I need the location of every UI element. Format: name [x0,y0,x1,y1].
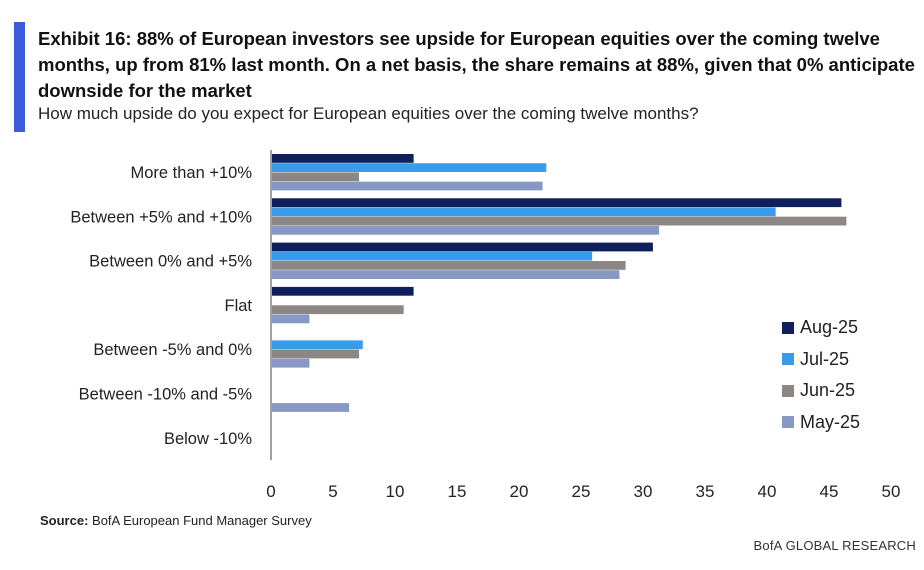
legend-item-may-25: May-25 [782,407,860,439]
legend-label: Aug-25 [800,317,859,338]
legend-swatch [782,416,794,429]
bar-may-25 [272,181,543,191]
legend-swatch [782,321,794,334]
bar-aug-25 [272,198,842,208]
legend-item-jun-25: Jun-25 [782,375,860,407]
source-note: Source: BofA European Fund Manager Surve… [40,513,312,528]
chart-subtitle: How much upside do you expect for Europe… [38,104,699,123]
legend-label: Jun-25 [800,380,856,401]
category-label: Flat [224,297,252,315]
bar-jun-25 [272,305,404,315]
bar-jun-25 [272,349,360,359]
bar-aug-25 [272,286,414,296]
x-tick-label: 30 [634,482,653,501]
bar-may-25 [272,225,660,235]
bar-aug-25 [272,242,653,252]
bar-may-25 [272,270,620,279]
bar-may-25 [272,314,310,324]
category-label: More than +10% [130,164,252,182]
x-tick-label: 25 [572,482,591,501]
x-tick-label: 15 [448,482,467,501]
bar-jul-25 [272,207,776,217]
category-label: Between -10% and -5% [79,386,253,404]
bar-jul-25 [272,340,363,350]
legend-item-jul-25: Jul-25 [782,344,860,376]
x-tick-label: 40 [758,482,777,501]
x-tick-label: 10 [386,482,405,501]
bar-jul-25 [272,163,547,172]
bar-jun-25 [272,261,626,270]
x-tick-label: 45 [820,482,839,501]
x-tick-label: 50 [882,482,901,501]
legend-swatch [782,353,794,366]
x-tick-label: 5 [328,482,337,501]
bar-jun-25 [272,172,360,182]
x-tick-label: 20 [510,482,529,501]
x-tick-label: 35 [696,482,715,501]
accent-bar [14,22,25,132]
bar-may-25 [272,358,310,368]
source-label: Source: [40,513,89,528]
category-label: Between -5% and 0% [93,341,252,359]
bar-aug-25 [272,154,414,163]
source-text: BofA European Fund Manager Survey [88,513,312,528]
bar-jul-25 [272,251,593,261]
legend-label: May-25 [800,411,861,432]
x-tick-label: 0 [266,482,275,501]
bar-jun-25 [272,216,847,226]
legend-item-aug-25: Aug-25 [782,312,860,344]
category-label: Between 0% and +5% [89,253,252,271]
chart-legend: Aug-25 Jul-25 Jun-25 May-25 [782,312,860,438]
bar-may-25 [272,403,350,412]
legend-swatch [782,384,794,397]
brand-label: BofA GLOBAL RESEARCH [753,538,916,553]
chart-title: Exhibit 16: 88% of European investors se… [38,28,915,101]
legend-label: Jul-25 [800,348,850,369]
category-label: Between +5% and +10% [70,208,252,226]
category-label: Below -10% [164,430,252,448]
